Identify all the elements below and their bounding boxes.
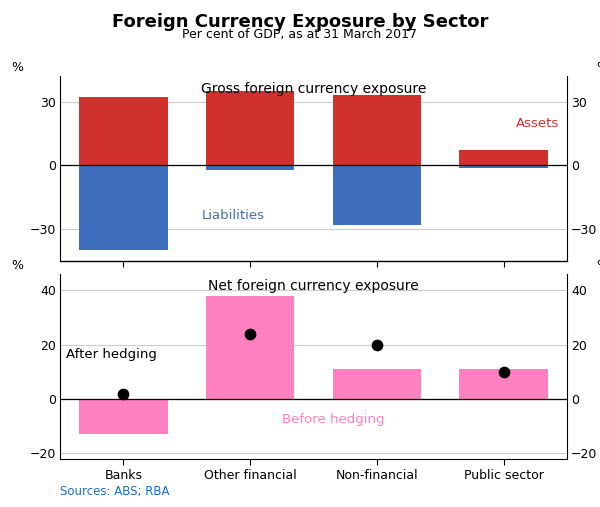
Text: Net foreign currency exposure: Net foreign currency exposure (208, 279, 419, 294)
Point (119, 389, 128, 397)
Point (499, 368, 508, 376)
Bar (459, 151, 548, 165)
Bar (79, 165, 168, 250)
Text: Before hedging: Before hedging (282, 413, 385, 426)
Text: Foreign Currency Exposure by Sector: Foreign Currency Exposure by Sector (112, 13, 488, 31)
Text: Assets: Assets (516, 117, 560, 130)
Text: %: % (596, 61, 600, 74)
Text: Sources: ABS; RBA: Sources: ABS; RBA (60, 485, 170, 498)
Text: %: % (596, 259, 600, 272)
Bar (332, 165, 421, 225)
Bar (332, 369, 421, 399)
Text: Gross foreign currency exposure: Gross foreign currency exposure (201, 82, 426, 96)
Bar (459, 369, 548, 399)
Text: Per cent of GDP, as at 31 March 2017: Per cent of GDP, as at 31 March 2017 (182, 28, 418, 41)
Bar (332, 95, 421, 165)
Text: %: % (11, 61, 23, 74)
Bar (206, 296, 295, 399)
Bar (206, 91, 295, 165)
Point (245, 330, 255, 338)
Point (372, 341, 382, 349)
Bar (206, 165, 295, 170)
Bar (79, 399, 168, 434)
Text: After hedging: After hedging (67, 348, 157, 361)
Text: %: % (11, 259, 23, 272)
Bar (79, 97, 168, 165)
Bar (459, 165, 548, 167)
Text: Liabilities: Liabilities (202, 208, 265, 222)
